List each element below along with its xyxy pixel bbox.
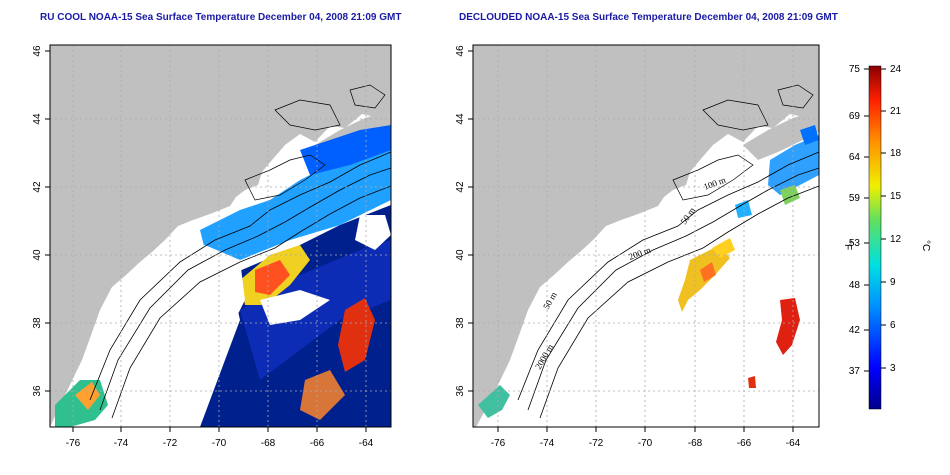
lat-tick-label: 46 (455, 45, 466, 57)
right-axis-ticks: -76 -74 -72 -70 -68 -66 -64 36 38 40 42 44 46 (455, 45, 801, 449)
lat-tick-label: 36 (455, 385, 466, 397)
colorbar-f-tick-label: 75 (849, 64, 861, 75)
lon-tick-label: -68 (688, 438, 703, 449)
lon-tick-label: -70 (212, 438, 227, 449)
right-graticule (473, 45, 819, 427)
colorbar-gradient (868, 65, 882, 410)
left-map-panel (49, 44, 392, 428)
colorbar-c-tick-label: 6 (890, 320, 896, 331)
left-graticule (50, 45, 391, 427)
colorbar-f-tick-label: 42 (849, 325, 861, 336)
lon-tick-label: -66 (737, 438, 752, 449)
lon-tick-label: -66 (310, 438, 325, 449)
right-map-panel (472, 44, 820, 428)
lat-tick-label: 38 (32, 317, 43, 329)
right-panel-title: DECLOUDED NOAA-15 Sea Surface Temperatur… (459, 12, 838, 23)
lon-tick-label: -74 (114, 438, 129, 449)
land-mass (50, 45, 391, 427)
colorbar-f-tick-label: 53 (849, 238, 861, 249)
colorbar-f-tick-label: 69 (849, 111, 861, 122)
lon-tick-label: -76 (491, 438, 506, 449)
lat-tick-label: 42 (455, 181, 466, 193)
left-panel-title: RU COOL NOAA-15 Sea Surface Temperature … (40, 12, 402, 23)
lat-tick-label: 44 (32, 113, 43, 125)
colorbar: 75 69 64 59 53 48 42 37 24 21 18 15 12 9 6 3 °F °C (842, 64, 931, 410)
colorbar-c-tick-label: 24 (890, 64, 902, 75)
lat-tick-label: 42 (32, 181, 43, 193)
colorbar-c-tick-label: 18 (890, 148, 902, 159)
colorbar-f-tick-label: 59 (849, 193, 861, 204)
colorbar-fahrenheit-ticks: 75 69 64 59 53 48 42 37 (849, 64, 869, 377)
lat-tick-label: 36 (32, 385, 43, 397)
colorbar-f-tick-label: 64 (849, 152, 861, 163)
lat-tick-label: 40 (455, 249, 466, 261)
colorbar-c-tick-label: 3 (890, 363, 896, 374)
lon-tick-label: -72 (589, 438, 604, 449)
lon-tick-label: -68 (261, 438, 276, 449)
colorbar-f-tick-label: 37 (849, 366, 861, 377)
lat-tick-label: 40 (32, 249, 43, 261)
colorbar-c-tick-label: 12 (890, 234, 902, 245)
colorbar-celsius-ticks: 24 21 18 15 12 9 6 3 (881, 64, 902, 374)
colorbar-c-tick-label: 15 (890, 191, 902, 202)
lat-tick-label: 44 (455, 113, 466, 125)
colorbar-c-tick-label: 9 (890, 277, 896, 288)
colorbar-f-tick-label: 48 (849, 280, 861, 291)
celsius-unit-label: °C (920, 240, 931, 251)
fahrenheit-unit-label: °F (842, 240, 853, 250)
left-axis-ticks: -76 -74 -72 -70 -68 -66 -64 36 38 40 42 44 46 (32, 45, 374, 449)
lon-tick-label: -76 (66, 438, 81, 449)
land-mass-declouded (473, 45, 819, 427)
lon-tick-label: -64 (359, 438, 374, 449)
lon-tick-label: -70 (638, 438, 653, 449)
lat-tick-label: 46 (32, 45, 43, 57)
lat-tick-label: 38 (455, 317, 466, 329)
lon-tick-label: -74 (540, 438, 555, 449)
colorbar-c-tick-label: 21 (890, 106, 902, 117)
lon-tick-label: -64 (786, 438, 801, 449)
lon-tick-label: -72 (163, 438, 178, 449)
